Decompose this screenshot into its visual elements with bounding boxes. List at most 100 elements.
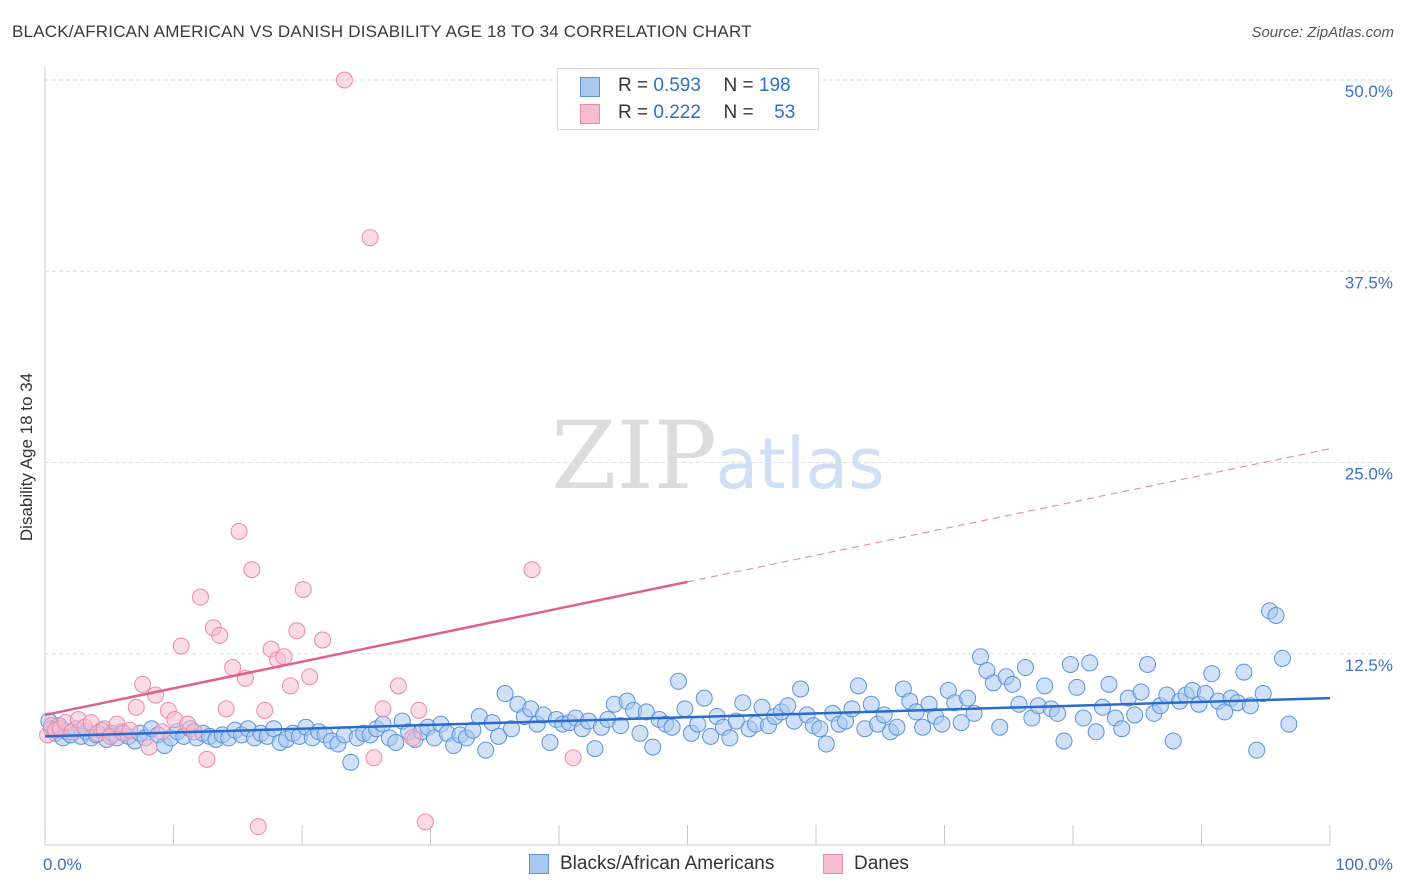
data-point-blue (817, 735, 835, 753)
legend-label-danes: Danes (854, 853, 909, 874)
data-point-blue (779, 697, 797, 715)
data-point-blue (1036, 677, 1054, 695)
data-point-blue (502, 720, 520, 738)
data-point-pink (140, 738, 158, 756)
data-point-blue (971, 648, 989, 666)
data-point-pink (294, 580, 312, 598)
data-point-pink (335, 71, 353, 89)
data-point-blue (612, 717, 630, 735)
series-blacks-african-americans (40, 602, 1298, 771)
trend-line-danes-extension (687, 448, 1331, 583)
r-label: R = (618, 75, 649, 96)
data-point-pink (243, 561, 261, 579)
data-point-pink (230, 522, 248, 540)
watermark-atlas: atlas (715, 423, 884, 505)
data-point-blue (689, 715, 707, 733)
legend-label-blacks: Blacks/African Americans (560, 853, 775, 874)
data-point-blue (1061, 655, 1079, 673)
data-point-pink (198, 750, 216, 768)
data-point-blue (464, 721, 482, 739)
data-point-blue (1203, 665, 1221, 683)
data-point-pink (211, 626, 229, 644)
x-tick-label: 0.0% (43, 855, 82, 874)
data-point-blue (792, 680, 810, 698)
legend-swatch-blue (580, 77, 600, 97)
legend-stats-blacks: R = 0.593 N = 198 (618, 75, 791, 97)
data-point-blue (1216, 703, 1234, 721)
data-point-blue (1004, 675, 1022, 693)
data-point-pink (127, 698, 145, 716)
data-point-blue (1113, 720, 1131, 738)
data-point-blue (477, 741, 495, 759)
data-point-blue (1126, 706, 1144, 724)
watermark-zip: ZIP (551, 402, 717, 511)
data-point-pink (361, 229, 379, 247)
trend-lines (44, 448, 1331, 738)
data-point-blue (631, 724, 649, 742)
data-point-blue (1068, 678, 1086, 696)
data-point-pink (410, 701, 428, 719)
data-point-blue (676, 700, 694, 718)
data-point-pink (404, 729, 422, 747)
data-point-blue (811, 720, 829, 738)
data-point-blue (1087, 723, 1105, 741)
y-tick-label: 37.5% (1345, 273, 1393, 292)
data-point-pink (249, 818, 267, 836)
data-point-pink (224, 659, 242, 677)
data-point-blue (1010, 695, 1028, 713)
data-point-blue (1094, 698, 1112, 716)
data-point-pink (523, 561, 541, 579)
legend-stats-danes: R = 0.222 N = 53 (618, 102, 795, 124)
data-point-pink (365, 749, 383, 767)
data-point-pink (288, 622, 306, 640)
data-point-pink (256, 701, 274, 719)
watermark: ZIP atlas (551, 402, 884, 511)
source-label: Source: ZipAtlas.com (1251, 24, 1394, 41)
y-tick-label: 50.0% (1345, 82, 1393, 101)
data-point-blue (637, 703, 655, 721)
r-label: R = (618, 102, 649, 123)
data-point-pink (564, 749, 582, 767)
data-point-pink (389, 677, 407, 695)
data-point-blue (888, 718, 906, 736)
data-point-pink (217, 700, 235, 718)
data-point-pink (172, 637, 190, 655)
data-point-blue (1081, 654, 1099, 672)
data-point-pink (191, 588, 209, 606)
data-point-blue (843, 700, 861, 718)
data-point-blue (959, 689, 977, 707)
r-value: 0.593 (653, 75, 701, 96)
data-point-pink (147, 686, 165, 704)
chart-title: BLACK/AFRICAN AMERICAN VS DANISH DISABIL… (12, 22, 752, 41)
data-point-pink (281, 677, 299, 695)
trend-line-blacks (44, 696, 1331, 738)
data-point-pink (301, 668, 319, 686)
data-point-blue (496, 685, 514, 703)
legend-swatch-blue (529, 854, 549, 874)
data-point-blue (387, 733, 405, 751)
data-point-blue (734, 694, 752, 712)
data-point-pink (134, 675, 152, 693)
n-value: 53 (774, 102, 796, 123)
data-point-pink (374, 700, 392, 718)
data-point-blue (991, 718, 1009, 736)
data-point-blue (1267, 607, 1285, 624)
data-point-blue (1055, 732, 1073, 750)
data-point-blue (1016, 659, 1034, 677)
data-point-blue (695, 689, 713, 707)
data-point-blue (721, 729, 739, 747)
r-value: 0.222 (653, 102, 701, 123)
data-point-pink (121, 721, 139, 739)
data-point-blue (1074, 709, 1092, 727)
data-point-blue (1139, 655, 1157, 673)
data-point-blue (1164, 732, 1182, 750)
data-point-blue (1100, 675, 1118, 693)
y-tick-label: 12.5% (1345, 656, 1393, 675)
data-point-blue (702, 727, 720, 745)
data-point-blue (541, 733, 559, 751)
data-point-blue (663, 718, 681, 736)
data-point-blue (849, 677, 867, 695)
data-point-pink (275, 648, 293, 666)
data-point-blue (1235, 663, 1253, 681)
